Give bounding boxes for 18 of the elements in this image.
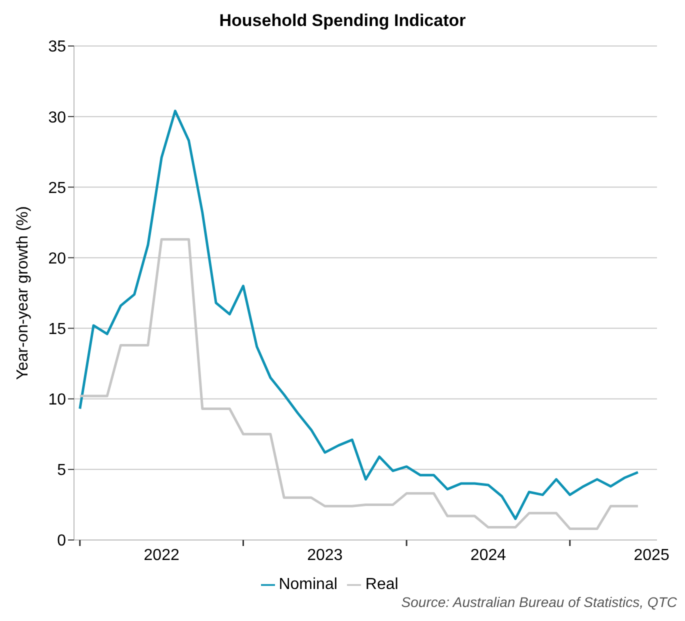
x-tick-label: 2025	[634, 547, 670, 564]
x-tick-label: 2024	[470, 547, 506, 564]
y-tick-label: 15	[48, 320, 66, 338]
y-tick-label: 35	[48, 38, 66, 56]
x-tick-label: 2022	[144, 547, 180, 564]
y-tick-label: 10	[48, 392, 66, 409]
line-series	[78, 110, 640, 520]
legend-label: Nominal	[278, 576, 338, 593]
y-tick-label: 0	[57, 532, 66, 550]
source-note: Source: Australian Bureau of Statistics, QTC	[400, 594, 677, 610]
x-tick-label: 2023	[307, 547, 343, 564]
y-tick-label: 30	[48, 109, 66, 126]
y-tick-label: 5	[57, 462, 66, 480]
y-tick-label: 20	[48, 250, 66, 268]
y-tick-label: 25	[48, 180, 66, 197]
chart-title: Household Spending Indicator	[218, 10, 467, 32]
y-axis-title: Year-on-year growth (%)	[14, 206, 32, 380]
legend-label: Real	[365, 576, 398, 593]
